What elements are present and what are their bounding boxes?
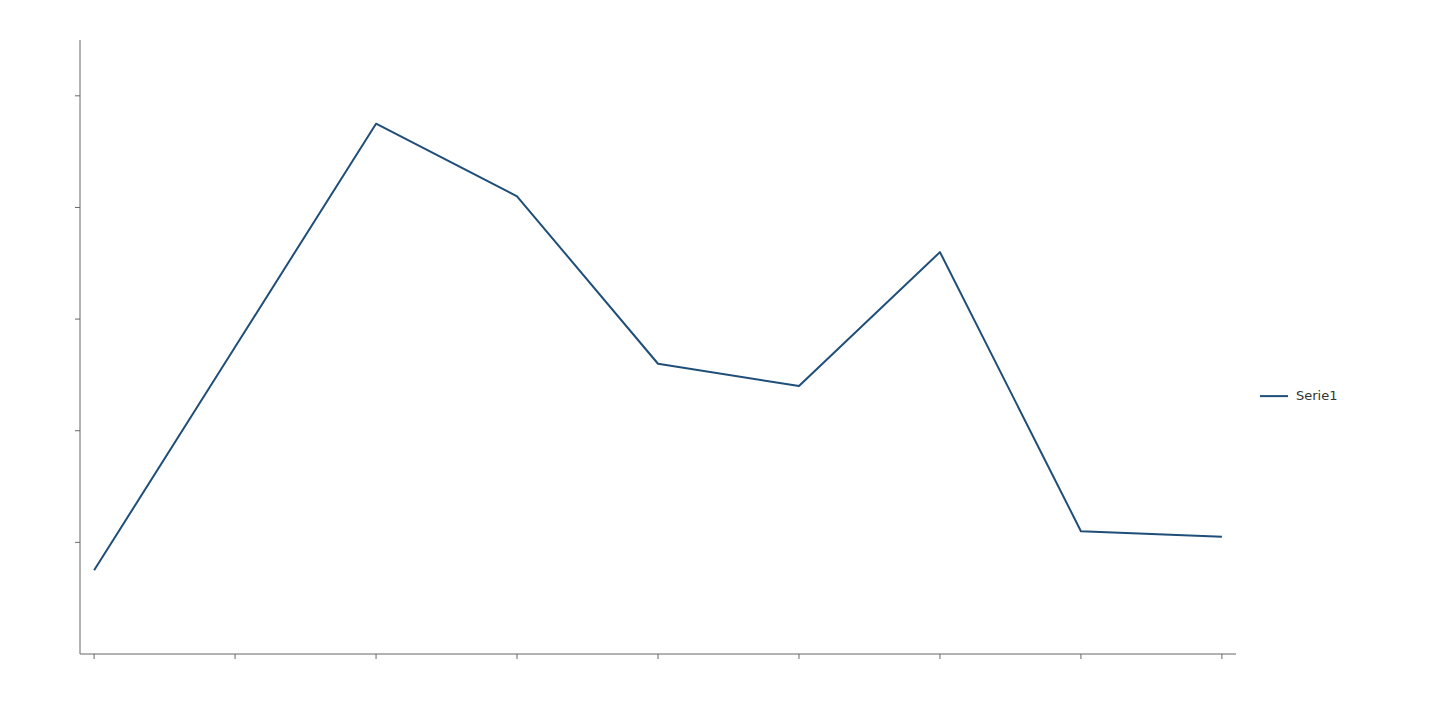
y-tick bbox=[75, 95, 80, 96]
x-tick bbox=[658, 654, 659, 659]
chart: Serie1 bbox=[0, 0, 1456, 714]
axes bbox=[75, 40, 1236, 659]
x-tick bbox=[376, 654, 377, 659]
x-tick bbox=[939, 654, 940, 659]
y-tick bbox=[75, 319, 80, 320]
x-tick bbox=[798, 654, 799, 659]
y-tick bbox=[75, 207, 80, 208]
y-tick bbox=[75, 430, 80, 431]
x-tick bbox=[1221, 654, 1222, 659]
legend-swatch bbox=[1260, 395, 1288, 397]
y-axis-line bbox=[80, 40, 81, 654]
legend: Serie1 bbox=[1260, 388, 1337, 403]
x-tick bbox=[94, 654, 95, 659]
line bbox=[94, 124, 1222, 571]
plot-area bbox=[94, 124, 1222, 571]
x-tick bbox=[1080, 654, 1081, 659]
page: {"chart_data": {"type": "line", "x": [0,… bbox=[0, 0, 1456, 714]
x-tick bbox=[235, 654, 236, 659]
y-tick bbox=[75, 542, 80, 543]
legend-label: Serie1 bbox=[1296, 388, 1337, 403]
x-tick bbox=[517, 654, 518, 659]
